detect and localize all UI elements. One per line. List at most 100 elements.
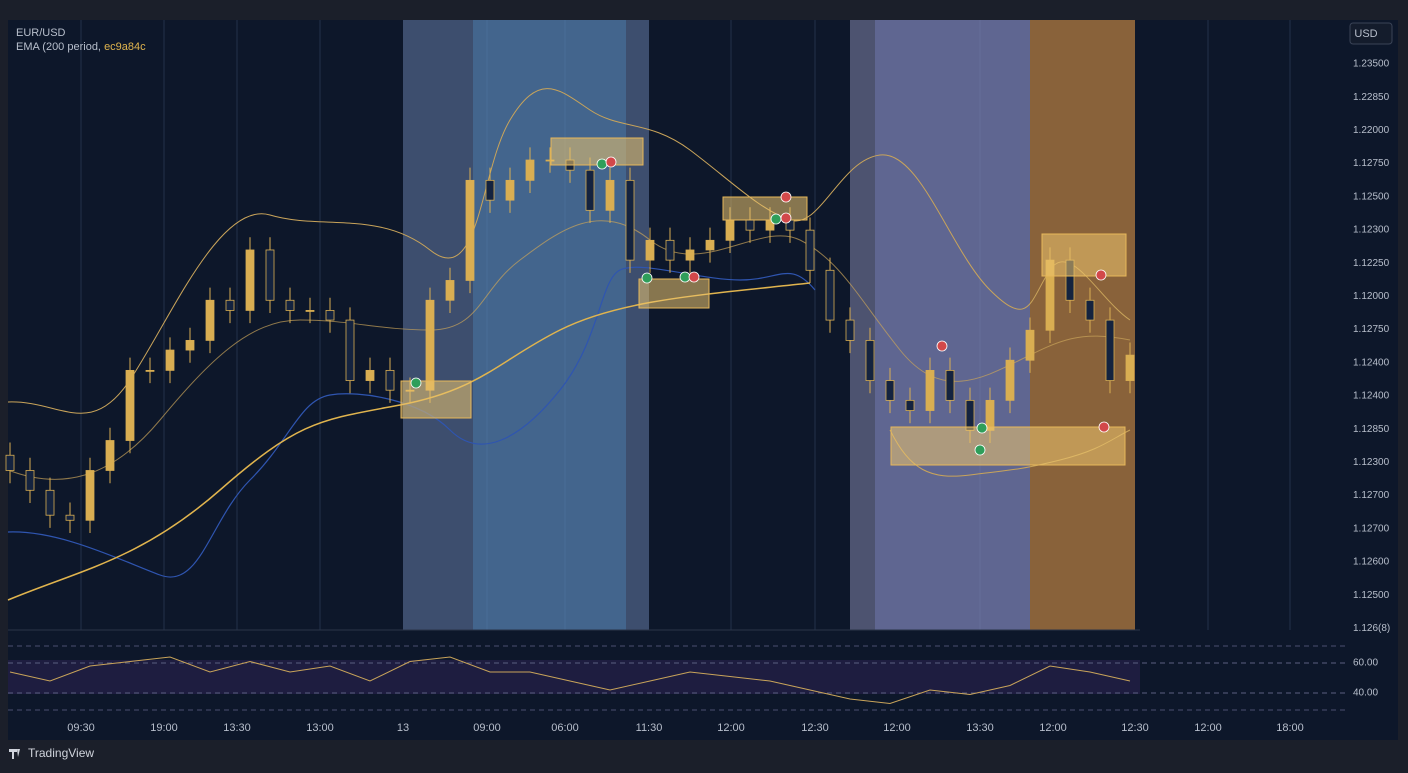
candle-body <box>385 369 395 391</box>
price-label: 1.12750 <box>1353 158 1390 169</box>
candle-body <box>325 310 335 321</box>
candle-body <box>1005 359 1015 401</box>
indicator-color: ec9a84c <box>104 41 146 53</box>
rsi-tick-label: 40.00 <box>1353 688 1378 699</box>
price-label: 1.12400 <box>1353 357 1390 368</box>
candle-body <box>525 159 535 181</box>
rsi-band <box>8 660 1140 694</box>
time-label: 12:30 <box>801 722 829 734</box>
candle-body <box>605 179 615 211</box>
axes: 1.23500 1.22850 1.22000 1.12750 1.12500 1.123… <box>67 59 1390 734</box>
upper-band <box>7 88 1131 414</box>
rsi-panel: 60.00 40.00 <box>8 645 1378 711</box>
time-label: 09:00 <box>473 722 501 734</box>
time-label: 13:00 <box>306 722 334 734</box>
price-label: 1.12000 <box>1353 291 1390 302</box>
lower-band <box>7 266 816 578</box>
candle-body <box>865 340 875 381</box>
time-label: 09:30 <box>67 722 95 734</box>
price-label: 1.23500 <box>1353 59 1390 70</box>
price-label: 1.12400 <box>1353 391 1390 402</box>
signal-markers <box>410 156 1110 456</box>
candle-body <box>485 179 495 201</box>
candle-body <box>85 470 95 521</box>
candle-body <box>145 369 155 372</box>
candle-body <box>45 489 55 516</box>
price-label: 1.12500 <box>1353 191 1390 202</box>
candle-body <box>685 249 695 261</box>
candle-body <box>945 369 955 401</box>
time-label: 12:00 <box>1194 722 1222 734</box>
footer <box>0 740 1408 768</box>
time-label: 12:00 <box>883 722 911 734</box>
price-label: 1.12250 <box>1353 258 1390 269</box>
price-label: 1.12300 <box>1353 457 1390 468</box>
candle-body <box>365 369 375 381</box>
price-label: 1.126(8) <box>1353 623 1390 634</box>
time-label: 12:00 <box>717 722 745 734</box>
chart-panel <box>8 20 1398 740</box>
candle-body <box>985 399 995 431</box>
price-label: 1.22000 <box>1353 125 1390 136</box>
candle-body <box>645 239 655 261</box>
candle-body <box>745 219 755 231</box>
candle-body <box>305 310 315 312</box>
candle-body <box>25 470 35 491</box>
candle-body <box>345 319 355 381</box>
candle-body <box>665 239 675 261</box>
currency-button-box[interactable] <box>1349 22 1393 45</box>
time-label: 13:30 <box>223 722 251 734</box>
candle-body <box>805 229 815 271</box>
candle-body <box>965 399 975 431</box>
candle-body <box>125 369 135 441</box>
candle-body <box>245 249 255 311</box>
price-label: 1.12700 <box>1353 490 1390 501</box>
candle-body <box>825 269 835 321</box>
candle-body <box>845 319 855 341</box>
candle-body <box>1105 319 1115 381</box>
time-label: 11:30 <box>636 722 663 734</box>
indicator-lines <box>7 88 1131 601</box>
brand: TradingView <box>28 746 94 760</box>
price-label: 1.12600 <box>1353 557 1390 568</box>
candle-body <box>265 249 275 301</box>
candle-body <box>65 514 75 521</box>
indicator-label: EMA (200 period, ec9a84c <box>16 41 146 53</box>
candle-body <box>5 454 15 471</box>
price-label: 1.12700 <box>1353 523 1390 534</box>
candle-body <box>185 340 195 351</box>
candle-body <box>205 299 215 341</box>
candle-body <box>425 299 435 391</box>
candle-body <box>625 179 635 261</box>
middle-band <box>7 220 1131 480</box>
currency-button[interactable]: USD <box>1354 28 1377 40</box>
time-label: 18:00 <box>1276 722 1304 734</box>
time-label: 12:00 <box>1039 722 1067 734</box>
candles <box>5 147 1135 533</box>
indicator-name: EMA (200 period, <box>16 41 101 53</box>
rsi-tick-label: 60.00 <box>1353 658 1378 669</box>
candle-body <box>705 239 715 251</box>
price-label: 1.12500 <box>1353 590 1390 601</box>
candle-body <box>445 280 455 301</box>
ema-line <box>7 282 811 601</box>
time-label: 13:30 <box>966 722 994 734</box>
candle-body <box>465 179 475 281</box>
price-label: 1.12850 <box>1353 424 1390 435</box>
time-label: 13 <box>397 722 409 734</box>
candle-body <box>925 369 935 411</box>
candle-body <box>905 399 915 411</box>
price-label: 1.12300 <box>1353 225 1390 236</box>
candle-body <box>725 219 735 241</box>
candle-body <box>165 349 175 371</box>
price-label: 1.12750 <box>1353 324 1390 335</box>
candle-body <box>585 169 595 211</box>
brand-logo <box>9 749 20 759</box>
candle-body <box>285 299 295 311</box>
rsi-line <box>9 656 1131 705</box>
candle-body <box>1125 354 1135 381</box>
candle-body <box>225 299 235 311</box>
time-label: 06:00 <box>551 722 579 734</box>
